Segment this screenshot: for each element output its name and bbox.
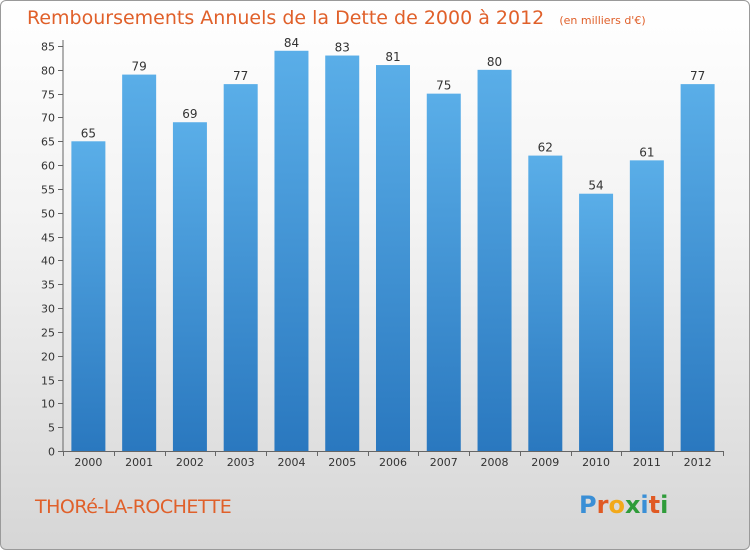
y-tick-label: 35 [41,279,55,292]
x-tick-label: 2012 [684,456,712,469]
bar [426,93,461,451]
x-tick-label: 2004 [277,456,305,469]
chart-subtitle: (en milliers d'€) [559,14,646,27]
x-tick-label: 2001 [125,456,153,469]
bar [71,141,106,451]
x-tick-label: 2007 [430,456,458,469]
x-tick-label: 2005 [328,456,356,469]
y-tick-label: 0 [48,446,55,459]
y-tick-label: 50 [41,208,55,221]
bar [376,65,410,451]
bar-value-label: 69 [182,107,197,121]
bar-value-label: 81 [385,50,400,64]
y-tick-label: 45 [41,232,55,245]
x-tick-label: 2011 [633,456,661,469]
logo-letter: i [640,491,649,519]
y-tick-label: 20 [41,351,55,364]
y-tick-label: 65 [41,136,55,149]
y-tick-label: 40 [41,255,55,268]
bar [680,84,715,451]
y-tick-label: 80 [41,65,55,78]
bar [477,69,512,451]
bar-layer [71,50,715,452]
bar [325,55,360,451]
x-tick-label: 2003 [227,456,255,469]
bar-value-label: 65 [81,126,96,140]
x-tick-label: 2010 [582,456,610,469]
logo-letter: i [660,491,669,519]
bar-value-label: 83 [335,41,350,55]
y-tick-label: 10 [41,398,55,411]
bar-value-label: 62 [538,141,553,155]
x-tick-label: 2009 [531,456,559,469]
title-row: Remboursements Annuels de la Dette de 20… [27,7,646,29]
bar [528,155,563,451]
bar [172,122,207,451]
y-tick-label: 55 [41,184,55,197]
bar [579,193,614,452]
x-tick-label: 2002 [176,456,204,469]
y-tick-label: 30 [41,303,55,316]
logo-letter: t [648,491,661,519]
y-tick-label: 15 [41,375,55,388]
bar-value-label: 77 [690,69,705,83]
bar [629,160,664,451]
y-tick-label: 5 [48,422,55,435]
proxiti-logo: Proxiti [579,491,668,519]
y-tick-label: 25 [41,327,55,340]
y-tick-label: 70 [41,112,55,125]
axis-layer: 0 5 10 15 20 25 30 35 40 45 50 55 60 65 70 75 80 85 [41,40,724,459]
x-tick-label: 2000 [74,456,102,469]
y-tick-label: 75 [41,89,55,102]
bar [122,74,157,452]
bar-value-label: 61 [639,145,654,159]
logo-letter: P [579,491,597,519]
x-tick-label: 2006 [379,456,407,469]
city-name: THORé-LA-ROCHETTE [35,496,232,518]
bar-value-label: 54 [588,179,603,193]
bar-value-label: 80 [487,55,502,69]
bar-value-label: 79 [132,60,147,74]
x-tick-label: 2008 [481,456,509,469]
logo-letter: o [608,491,625,519]
y-tick-label: 85 [41,41,55,54]
logo-letter: x [624,491,641,519]
logo-letter: r [596,491,609,519]
bar [274,50,309,451]
bar-value-label: 84 [284,36,299,50]
y-tick-label: 60 [41,160,55,173]
chart-title: Remboursements Annuels de la Dette de 20… [27,7,545,29]
label-layer: 65 2000 79 2001 69 2002 77 2003 84 2004 83 2005 81 20… [74,36,711,469]
bar [223,84,258,451]
bar-value-label: 77 [233,69,248,83]
bar-value-label: 75 [436,79,451,93]
